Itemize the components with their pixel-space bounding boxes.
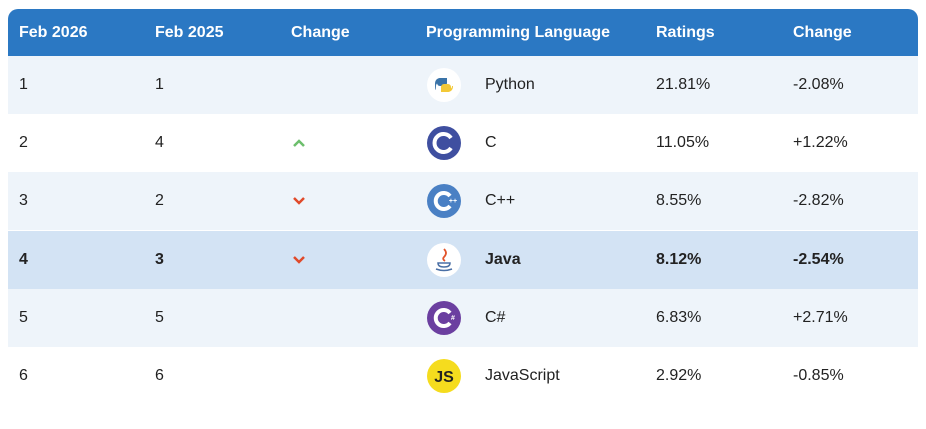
table-row: 2 4 C 11.05% +1.22% [8, 114, 918, 172]
trend-down [292, 231, 306, 289]
cell: +2.71% [793, 309, 848, 326]
header-cell[interactable]: Feb 2026 [19, 23, 88, 41]
table-row-highlighted: 4 3 Java 8.12% -2.54% [8, 231, 918, 289]
cell: 2 [19, 134, 28, 151]
cell: 3 [155, 251, 164, 268]
cell: 6 [19, 367, 28, 384]
language-name: JavaScript [485, 367, 560, 384]
cell: 6 [155, 367, 164, 384]
cell: -2.08% [793, 76, 844, 93]
header-cell[interactable]: Change [793, 23, 852, 41]
svg-text:++: ++ [449, 198, 457, 205]
svg-text:#: # [451, 315, 455, 322]
language-name: C [485, 134, 497, 151]
cell: -2.54% [793, 251, 844, 268]
table-header: Feb 2026 Feb 2025 Change Programming Lan… [8, 9, 918, 56]
cell: 1 [19, 76, 28, 93]
language-name: C++ [485, 192, 516, 209]
cell: 8.12% [656, 251, 702, 268]
table-row: 6 6 JS JavaScript 2.92% -0.85% [8, 347, 918, 405]
cell: -0.85% [793, 367, 844, 384]
cell: 2 [155, 192, 164, 209]
language-icon: # [426, 289, 462, 347]
table-row: 3 2 ++ C++ 8.55% -2.82% [8, 172, 918, 230]
cell: 5 [19, 309, 28, 326]
language-icon [426, 56, 462, 114]
language-name: C# [485, 309, 506, 326]
page: Feb 2026 Feb 2025 Change Programming Lan… [8, 9, 918, 393]
language-name: Java [485, 251, 521, 268]
table-row: 1 1 Python 21.81% -2.08% [8, 56, 918, 114]
header-cell[interactable]: Programming Language [426, 23, 611, 41]
cell: 4 [155, 134, 164, 151]
table-row: 5 5 # C# 6.83% +2.71% [8, 289, 918, 347]
cell: -2.82% [793, 192, 844, 209]
header-cell[interactable]: Feb 2025 [155, 23, 224, 41]
language-icon: ++ [426, 172, 462, 230]
language-name: Python [485, 76, 535, 93]
cell: +1.22% [793, 134, 848, 151]
header-cell[interactable]: Ratings [656, 23, 715, 41]
cell: 1 [155, 76, 164, 93]
cell: 5 [155, 309, 164, 326]
cell: 4 [19, 251, 28, 268]
cell: 6.83% [656, 309, 702, 326]
cell: 3 [19, 192, 28, 209]
cell: 2.92% [656, 367, 702, 384]
language-icon [426, 114, 462, 172]
cell: 11.05% [656, 134, 710, 151]
cell: 21.81% [656, 76, 711, 93]
trend-down [292, 172, 306, 230]
header-cell[interactable]: Change [291, 23, 350, 41]
language-icon [426, 231, 462, 289]
trend-up [292, 114, 306, 172]
icon-text: JS [434, 369, 454, 386]
ranking-table: Feb 2026 Feb 2025 Change Programming Lan… [8, 9, 918, 429]
cell: 8.55% [656, 192, 702, 209]
language-icon: JS [426, 347, 462, 405]
